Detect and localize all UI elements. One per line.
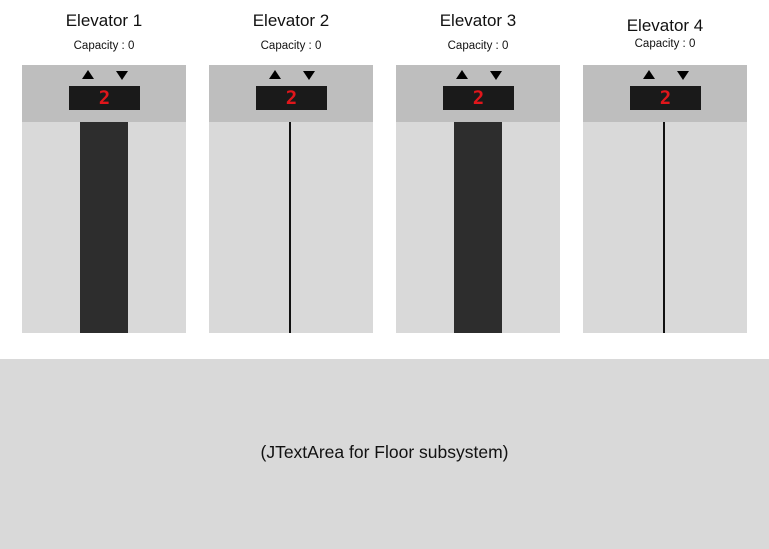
elevator-title: Elevator 4 — [626, 16, 704, 35]
down-arrow-icon — [677, 71, 689, 80]
up-arrow-icon — [82, 70, 94, 79]
elevator-header: 2 — [396, 65, 560, 122]
door-gap — [454, 122, 502, 333]
up-arrow-icon — [456, 70, 468, 79]
elevator-panel-1: Elevator 1 Capacity : 0 2 — [22, 0, 186, 333]
elevator-panel-3: Elevator 3 Capacity : 0 2 — [396, 0, 560, 333]
elevator-title: Elevator 3 — [439, 11, 517, 30]
floor-textarea-placeholder: (JTextArea for Floor subsystem) — [260, 442, 509, 462]
elevator-capacity: Capacity : 0 — [73, 40, 135, 52]
floor-display: 2 — [443, 86, 514, 110]
down-arrow-icon — [490, 71, 502, 80]
down-arrow-icon — [116, 71, 128, 80]
up-arrow-icon — [269, 70, 281, 79]
elevator-header: 2 — [209, 65, 373, 122]
floor-subsystem-textarea[interactable]: (JTextArea for Floor subsystem) — [0, 359, 769, 549]
elevator-header: 2 — [22, 65, 186, 122]
elevator-shaft — [22, 122, 186, 333]
door-gap — [80, 122, 128, 333]
door-gap — [289, 122, 291, 333]
elevator-shaft — [583, 122, 747, 333]
elevator-header: 2 — [583, 65, 747, 122]
elevator-panel-2: Elevator 2 Capacity : 0 2 — [209, 0, 373, 333]
elevator-shaft — [396, 122, 560, 333]
elevator-capacity: Capacity : 0 — [260, 40, 322, 52]
floor-display: 2 — [256, 86, 327, 110]
elevator-panel-4: Elevator 4 Capacity : 0 2 — [583, 0, 747, 333]
door-gap — [663, 122, 665, 333]
elevator-shaft — [209, 122, 373, 333]
elevator-title: Elevator 1 — [65, 11, 143, 30]
elevator-capacity: Capacity : 0 — [634, 38, 696, 50]
down-arrow-icon — [303, 71, 315, 80]
floor-display: 2 — [630, 86, 701, 110]
up-arrow-icon — [643, 70, 655, 79]
elevator-capacity: Capacity : 0 — [447, 40, 509, 52]
elevator-title: Elevator 2 — [252, 11, 330, 30]
floor-display: 2 — [69, 86, 140, 110]
